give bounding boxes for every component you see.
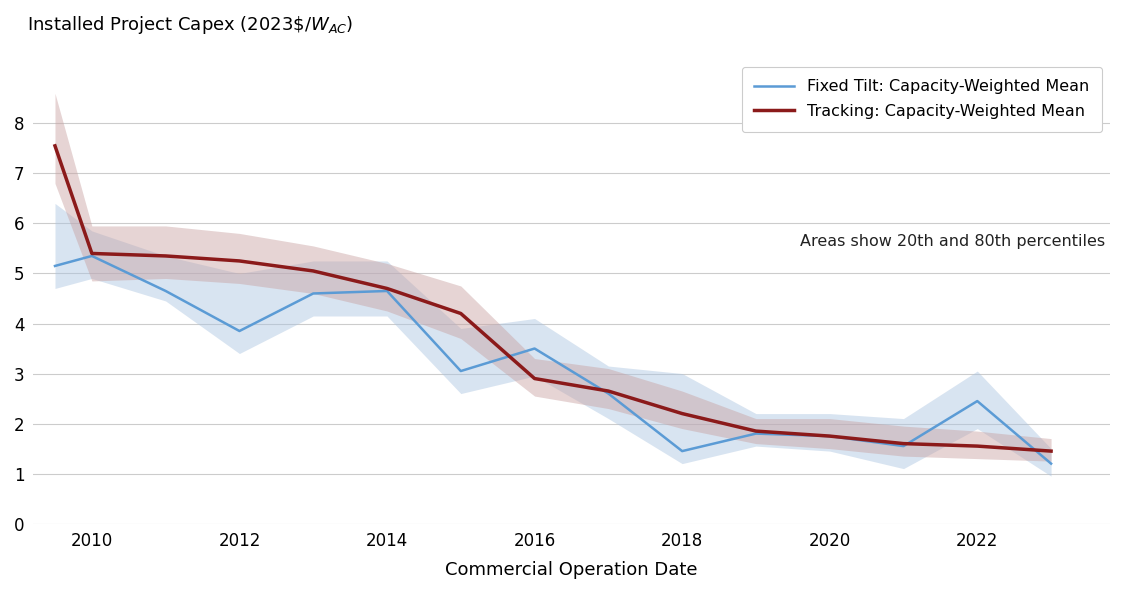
Text: Areas show 20th and 80th percentiles: Areas show 20th and 80th percentiles [799,234,1105,248]
Legend: Fixed Tilt: Capacity-Weighted Mean, Tracking: Capacity-Weighted Mean: Fixed Tilt: Capacity-Weighted Mean, Trac… [742,66,1103,132]
X-axis label: Commercial Operation Date: Commercial Operation Date [445,561,698,579]
Text: Installed Project Capex (2023$\$/W_{AC}$): Installed Project Capex (2023$\$/W_{AC}$… [27,14,354,36]
